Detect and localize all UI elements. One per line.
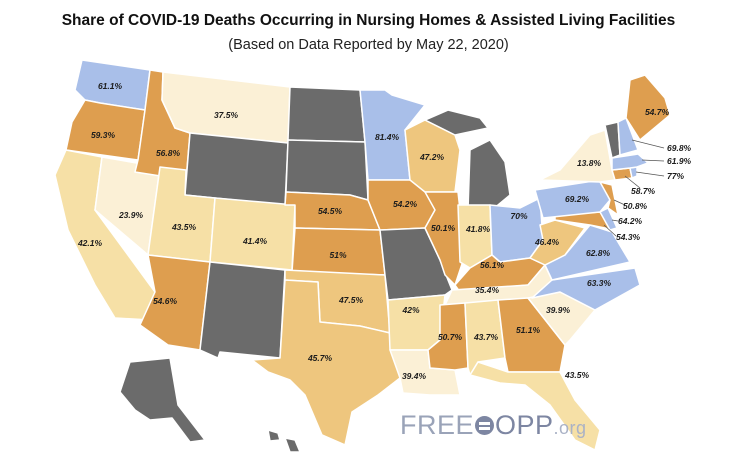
freeopp-logo[interactable]: FREE OPP.org — [400, 410, 587, 441]
label-tx: 45.7% — [307, 353, 333, 363]
label-ok: 47.5% — [338, 295, 364, 305]
label-de: 64.2% — [618, 216, 643, 226]
label-az: 54.6% — [153, 296, 178, 306]
state-nh — [617, 117, 639, 156]
label-nv: 23.9% — [118, 210, 144, 220]
label-nc: 63.3% — [587, 278, 612, 288]
label-oh: 70% — [510, 211, 527, 221]
state-me — [625, 74, 671, 141]
state-ar — [387, 294, 446, 351]
state-wy — [184, 132, 289, 206]
state-ma — [611, 153, 649, 171]
state-nj — [599, 181, 619, 216]
state-wv — [529, 219, 586, 266]
label-ar: 42% — [401, 305, 419, 315]
label-va: 62.8% — [586, 248, 611, 258]
label-or: 59.3% — [91, 130, 116, 140]
state-ny — [539, 129, 616, 183]
leader-de — [611, 219, 619, 222]
leader-ma — [641, 159, 665, 162]
leader-ct — [624, 175, 641, 189]
leader-nj — [613, 199, 626, 206]
label-ks: 51% — [329, 250, 346, 260]
label-pa: 69.2% — [565, 194, 590, 204]
label-co: 41.4% — [242, 236, 268, 246]
label-ia: 54.2% — [393, 199, 418, 209]
state-mi-upper — [424, 109, 489, 136]
map-title: Share of COVID-19 Deaths Occurring in Nu… — [61, 12, 676, 29]
label-il: 50.1% — [431, 223, 456, 233]
logo-free: FREE — [400, 410, 475, 440]
state-co — [209, 197, 296, 271]
map-subtitle: (Based on Data Reported by May 22, 2020) — [228, 37, 509, 53]
state-ak — [119, 357, 206, 443]
label-ny: 13.8% — [577, 158, 602, 168]
label-mt: 37.5% — [214, 110, 239, 120]
label-sc: 39.9% — [546, 305, 571, 315]
label-md: 54.3% — [616, 232, 641, 242]
label-wa: 61.1% — [98, 81, 123, 91]
label-tn: 35.4% — [475, 285, 500, 295]
state-nd — [287, 86, 366, 143]
label-nj: 50.8% — [623, 201, 648, 211]
label-la: 39.4% — [402, 371, 427, 381]
state-labels: 61.1% 59.3% 42.1% 23.9% 56.8% 37.5% 43.5… — [77, 81, 692, 381]
logo-opp: OPP — [495, 410, 554, 440]
label-wi: 47.2% — [419, 152, 445, 162]
label-ky: 56.1% — [480, 260, 505, 270]
label-ct: 58.7% — [631, 186, 656, 196]
label-al: 43.7% — [473, 332, 499, 342]
label-mn: 81.4% — [375, 132, 400, 142]
label-fl: 43.5% — [564, 370, 590, 380]
state-hi — [267, 429, 301, 453]
label-ma: 61.9% — [667, 156, 692, 166]
state-mi — [467, 139, 511, 211]
label-wv: 46.4% — [534, 237, 560, 247]
label-ri: 77% — [667, 171, 684, 181]
label-ut: 43.5% — [171, 222, 197, 232]
leader-nh — [631, 139, 665, 149]
label-nh: 69.8% — [667, 143, 692, 153]
label-ca: 42.1% — [77, 238, 103, 248]
label-ne: 54.5% — [318, 206, 343, 216]
state-ri — [629, 166, 638, 179]
state-tx — [251, 279, 401, 446]
label-in: 41.8% — [465, 224, 491, 234]
label-me: 54.7% — [645, 107, 670, 117]
state-sd — [285, 139, 369, 201]
label-id: 56.8% — [156, 148, 181, 158]
logo-org: .org — [553, 418, 587, 438]
equals-icon — [475, 416, 495, 435]
leader-ri — [635, 171, 665, 177]
leader-md — [603, 224, 617, 237]
label-ga: 51.1% — [516, 325, 541, 335]
state-fl — [469, 361, 601, 451]
state-nm — [199, 261, 286, 359]
state-de — [599, 207, 618, 231]
label-ms: 50.7% — [438, 332, 463, 342]
